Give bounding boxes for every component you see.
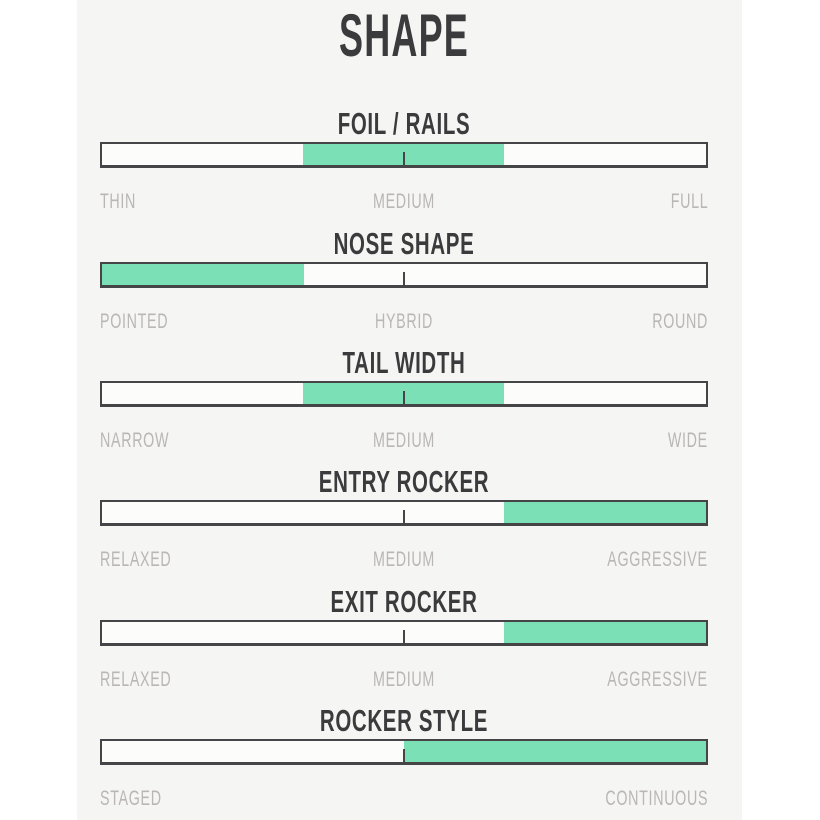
slider-fill	[504, 622, 706, 643]
tick-left	[100, 152, 102, 167]
page-title: SHAPE	[338, 2, 470, 69]
slider-nose-shape: NOSE SHAPE POINTED HYBRID ROUND	[100, 228, 708, 334]
tick-right	[706, 510, 708, 525]
slider-rocker-style: ROCKER STYLE STAGED CONTINUOUS	[100, 705, 708, 811]
scale-label-right: AGGRESSIVE	[607, 548, 708, 571]
scale-label-center: HYBRID	[374, 310, 434, 333]
slider-fill	[504, 502, 706, 523]
tick-center	[403, 391, 405, 406]
scale-label-left: STAGED	[100, 787, 162, 810]
scale-label-right: ROUND	[652, 310, 708, 333]
scale-labels: THIN MEDIUM FULL	[100, 191, 708, 213]
slider-exit-rocker: EXIT ROCKER RELAXED MEDIUM AGGRESSIVE	[100, 586, 708, 692]
slider-title: ENTRY ROCKER	[318, 464, 490, 499]
scale-label-left: RELAXED	[100, 668, 172, 691]
scale-label-center: MEDIUM	[373, 429, 435, 452]
slider-track	[100, 620, 708, 646]
tick-center	[403, 152, 405, 167]
tick-right	[706, 272, 708, 287]
slider-title: FOIL / RAILS	[337, 106, 471, 141]
scale-label-left: NARROW	[100, 429, 170, 452]
slider-title: ROCKER STYLE	[319, 703, 489, 738]
scale-label-right: WIDE	[667, 429, 708, 452]
tick-left	[100, 272, 102, 287]
scale-label-right: FULL	[670, 190, 708, 213]
scale-label-center: MEDIUM	[373, 190, 435, 213]
slider-entry-rocker: ENTRY ROCKER RELAXED MEDIUM AGGRESSIVE	[100, 466, 708, 572]
tick-center	[403, 272, 405, 287]
tick-center	[403, 749, 405, 764]
slider-title: TAIL WIDTH	[342, 345, 466, 380]
scale-label-center: MEDIUM	[373, 548, 435, 571]
scale-labels: NARROW MEDIUM WIDE	[100, 430, 708, 452]
slider-title: EXIT ROCKER	[330, 584, 478, 619]
scale-label-left: THIN	[100, 190, 137, 213]
scale-label-left: POINTED	[100, 310, 169, 333]
tick-left	[100, 391, 102, 406]
slider-fill	[102, 264, 304, 285]
slider-track	[100, 739, 708, 765]
tick-center	[403, 630, 405, 645]
tick-right	[706, 630, 708, 645]
scale-labels: RELAXED MEDIUM AGGRESSIVE	[100, 549, 708, 571]
scale-label-center: MEDIUM	[373, 668, 435, 691]
slider-fill	[404, 741, 706, 762]
slider-tail-width: TAIL WIDTH NARROW MEDIUM WIDE	[100, 347, 708, 453]
infographic-panel: SHAPE FOIL / RAILS THIN MEDIUM FULL NOSE…	[77, 0, 742, 820]
slider-foil-rails: FOIL / RAILS THIN MEDIUM FULL	[100, 108, 708, 214]
scale-labels: POINTED HYBRID ROUND	[100, 311, 708, 333]
slider-title: NOSE SHAPE	[333, 226, 475, 261]
scale-label-right: CONTINUOUS	[605, 787, 708, 810]
tick-left	[100, 749, 102, 764]
tick-left	[100, 630, 102, 645]
scale-label-right: AGGRESSIVE	[607, 668, 708, 691]
tick-left	[100, 510, 102, 525]
tick-right	[706, 749, 708, 764]
scale-labels: STAGED CONTINUOUS	[100, 788, 708, 810]
tick-right	[706, 152, 708, 167]
tick-center	[403, 510, 405, 525]
scale-label-left: RELAXED	[100, 548, 172, 571]
content-column: SHAPE FOIL / RAILS THIN MEDIUM FULL NOSE…	[100, 0, 708, 820]
scale-labels: RELAXED MEDIUM AGGRESSIVE	[100, 669, 708, 691]
tick-right	[706, 391, 708, 406]
